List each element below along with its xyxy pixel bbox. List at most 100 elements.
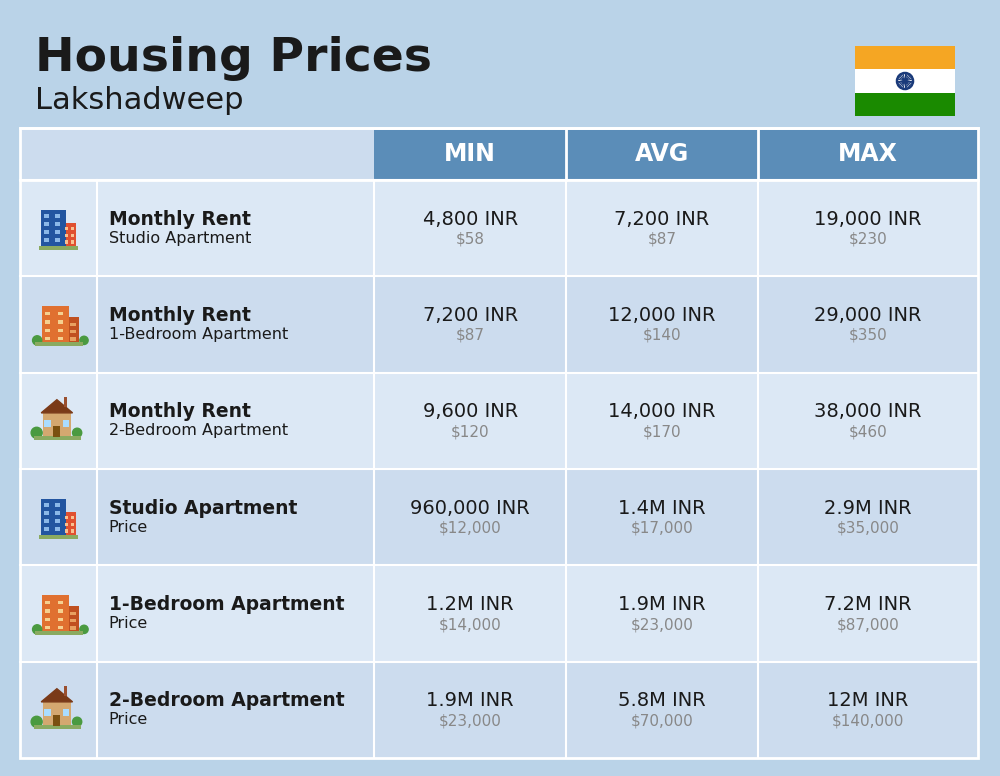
Bar (20, 128, 978, 758)
Bar (65, 241, 68, 244)
Bar (70, 330, 76, 334)
Text: $14,000: $14,000 (439, 617, 502, 632)
Text: 2-Bedroom Apartment: 2-Bedroom Apartment (109, 691, 344, 710)
Bar (35, 342, 83, 346)
Bar (374, 128, 566, 180)
Text: MIN: MIN (444, 142, 496, 166)
Bar (55, 222, 60, 226)
Bar (63, 708, 69, 715)
Bar (65, 516, 68, 519)
Text: Lakshadweep: Lakshadweep (35, 86, 244, 115)
Text: MAX: MAX (838, 142, 898, 166)
Bar (20, 662, 978, 758)
Bar (70, 619, 76, 622)
Bar (70, 338, 76, 341)
Bar (55, 230, 60, 234)
Bar (58, 601, 63, 605)
Bar (55, 511, 60, 515)
Bar (45, 337, 50, 341)
Bar (39, 535, 78, 539)
Bar (45, 312, 50, 316)
Bar (43, 702, 71, 726)
Bar (44, 230, 49, 234)
Text: 960,000 INR: 960,000 INR (410, 499, 530, 518)
Text: $120: $120 (451, 424, 490, 439)
Bar (41, 499, 66, 535)
Text: 19,000 INR: 19,000 INR (814, 210, 922, 229)
Bar (566, 128, 758, 180)
Text: 12,000 INR: 12,000 INR (608, 306, 716, 325)
Bar (64, 686, 67, 696)
Bar (70, 626, 76, 629)
Bar (20, 180, 978, 276)
Circle shape (33, 336, 42, 345)
Text: Studio Apartment: Studio Apartment (109, 499, 297, 518)
Text: $350: $350 (848, 328, 887, 343)
Text: 1.2M INR: 1.2M INR (426, 595, 514, 614)
Bar (58, 618, 63, 621)
Text: Monthly Rent: Monthly Rent (109, 402, 251, 421)
Text: $17,000: $17,000 (630, 521, 693, 535)
Bar (20, 469, 978, 566)
Bar (58, 329, 63, 332)
Bar (20, 128, 97, 180)
Bar (68, 317, 79, 343)
Bar (44, 503, 49, 507)
Text: $70,000: $70,000 (630, 713, 693, 729)
Bar (64, 511, 76, 535)
Bar (65, 523, 68, 526)
Bar (20, 566, 978, 662)
Bar (53, 715, 60, 726)
Text: $87: $87 (456, 328, 485, 343)
Circle shape (73, 428, 82, 438)
Polygon shape (41, 400, 73, 413)
Bar (97, 128, 374, 180)
Bar (65, 234, 68, 237)
Text: 1-Bedroom Apartment: 1-Bedroom Apartment (109, 327, 288, 342)
Bar (71, 529, 74, 532)
Bar (58, 626, 63, 629)
Text: Price: Price (109, 520, 148, 535)
Text: $87,000: $87,000 (836, 617, 899, 632)
Text: $170: $170 (643, 424, 681, 439)
Bar (44, 420, 51, 427)
Text: $23,000: $23,000 (439, 713, 502, 729)
Bar (39, 245, 78, 250)
Bar (43, 413, 71, 437)
Bar (45, 626, 50, 629)
Bar (58, 312, 63, 316)
Bar (35, 632, 83, 636)
Bar (34, 436, 81, 440)
Bar (71, 234, 74, 237)
Bar (68, 606, 79, 632)
Text: Monthly Rent: Monthly Rent (109, 306, 251, 325)
Bar (70, 611, 76, 615)
Bar (855, 69, 955, 92)
Text: 7,200 INR: 7,200 INR (614, 210, 709, 229)
Text: Price: Price (109, 712, 148, 727)
Text: 12M INR: 12M INR (827, 691, 909, 710)
Text: Monthly Rent: Monthly Rent (109, 210, 251, 229)
Text: AVG: AVG (635, 142, 689, 166)
Bar (64, 397, 67, 407)
Text: $460: $460 (848, 424, 887, 439)
Bar (71, 516, 74, 519)
Bar (55, 528, 60, 531)
Text: 2-Bedroom Apartment: 2-Bedroom Apartment (109, 424, 288, 438)
Bar (45, 609, 50, 613)
Bar (44, 238, 49, 242)
Text: 1.9M INR: 1.9M INR (618, 595, 706, 614)
Bar (45, 329, 50, 332)
Bar (41, 210, 66, 247)
Text: $140: $140 (643, 328, 681, 343)
Bar (44, 708, 51, 715)
Text: 2.9M INR: 2.9M INR (824, 499, 912, 518)
Circle shape (904, 80, 906, 82)
Text: $12,000: $12,000 (439, 521, 502, 535)
Text: 4,800 INR: 4,800 INR (423, 210, 518, 229)
Bar (20, 372, 978, 469)
Text: $87: $87 (647, 232, 676, 247)
Bar (855, 92, 955, 116)
Bar (71, 523, 74, 526)
Bar (855, 46, 955, 69)
